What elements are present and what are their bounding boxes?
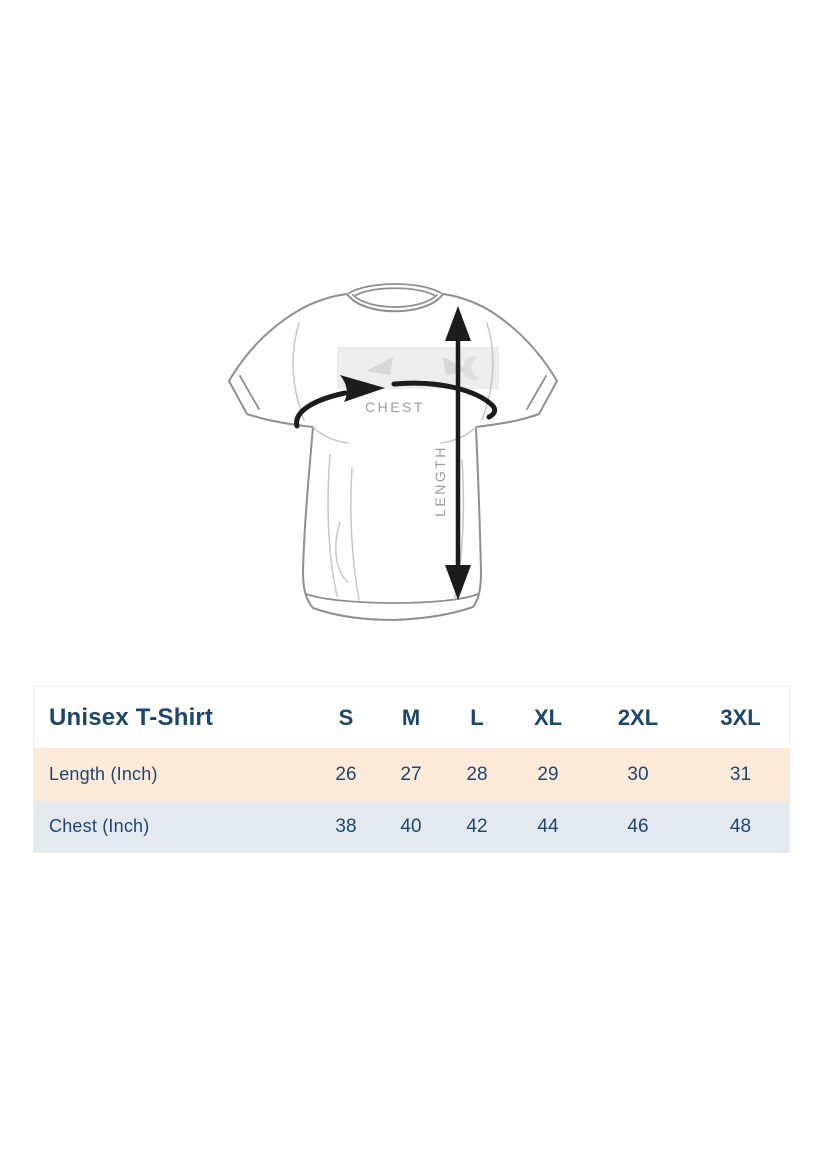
length-arrowhead-down-icon: [445, 565, 471, 600]
tshirt-wrinkles: [292, 322, 494, 601]
size-chart-header-row: Unisex T-Shirt S M L XL 2XL 3XL: [34, 687, 789, 748]
size-header-m: M: [401, 704, 421, 730]
chest-arrow: [294, 375, 498, 429]
length-value-s: 26: [335, 763, 357, 785]
length-value-xl: 29: [537, 763, 559, 785]
length-value-l: 28: [466, 763, 488, 785]
chest-value-2xl: 46: [627, 815, 649, 837]
size-chart-table: Unisex T-Shirt S M L XL 2XL 3XL Length (…: [33, 686, 790, 853]
chest-value-l: 42: [466, 815, 488, 837]
chest-value-xl: 44: [537, 815, 559, 837]
length-value-m: 27: [400, 763, 422, 785]
chest-value-3xl: 48: [729, 815, 752, 837]
size-header-l: L: [470, 704, 484, 730]
length-label: LENGTH: [432, 445, 448, 517]
chest-label: CHEST: [365, 399, 425, 415]
tshirt-seams: [239, 283, 547, 604]
length-row: Length (Inch) 26 27 28 29 30 31: [34, 748, 789, 801]
chest-value-m: 40: [400, 815, 422, 837]
tshirt-measurement-diagram: CHEST LENGTH: [228, 283, 558, 621]
product-title: Unisex T-Shirt: [49, 703, 214, 731]
length-value-3xl: 31: [729, 763, 752, 785]
size-header-2xl: 2XL: [617, 704, 659, 730]
chest-row: Chest (Inch) 38 40 42 44 46 48: [34, 801, 789, 852]
tshirt-outline: [228, 293, 558, 621]
size-header-3xl: 3XL: [720, 704, 761, 730]
length-row-label: Length (Inch): [49, 764, 158, 784]
chest-value-s: 38: [335, 815, 357, 837]
length-value-2xl: 30: [627, 763, 649, 785]
size-header-s: S: [338, 704, 354, 730]
length-arrowhead-up-icon: [445, 306, 471, 341]
chest-row-label: Chest (Inch): [49, 816, 150, 836]
chest-arrowhead-icon: [340, 375, 385, 402]
size-header-xl: XL: [533, 704, 563, 730]
length-arrow: [445, 306, 471, 600]
